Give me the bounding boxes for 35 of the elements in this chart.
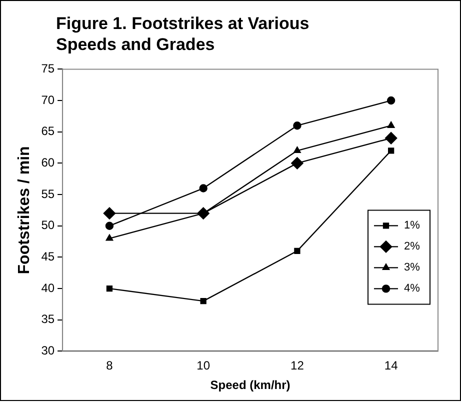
x-tick-label: 10	[196, 358, 210, 373]
y-tick-label: 65	[41, 124, 55, 138]
y-axis-title: Footstrikes / min	[16, 146, 34, 274]
point	[103, 207, 116, 220]
point	[200, 298, 206, 304]
point	[293, 122, 302, 130]
x-tick-label: 12	[290, 358, 304, 373]
point	[387, 122, 395, 128]
y-tick-label: 30	[41, 344, 55, 358]
y-tick-label: 50	[41, 218, 55, 232]
point	[291, 157, 304, 170]
point	[106, 234, 114, 241]
legend-label: 2%	[404, 240, 420, 253]
legend-label: 1%	[404, 220, 420, 232]
point	[386, 96, 396, 105]
point	[106, 285, 113, 292]
x-tick-label: 8	[106, 358, 114, 373]
y-tick-label: 45	[41, 250, 55, 264]
x-tick-label: 14	[384, 358, 398, 373]
point	[384, 132, 398, 144]
y-tick-label: 35	[41, 312, 55, 326]
point	[294, 146, 301, 154]
y-tick-label: 40	[41, 280, 55, 295]
chart-title: Figure 1. Footstrikes at Various Speeds and Grades	[56, 13, 310, 55]
point	[105, 222, 114, 230]
legend-label: 4%	[404, 282, 420, 295]
y-tick-label: 75	[41, 62, 55, 76]
point	[294, 248, 300, 254]
x-axis-title: Speed (km/hr)	[210, 378, 290, 392]
point	[199, 184, 208, 192]
point	[388, 148, 394, 154]
y-tick-label: 55	[41, 186, 55, 201]
y-tick-label: 60	[41, 156, 55, 170]
y-tick-label: 70	[41, 92, 55, 107]
legend-label: 3%	[404, 262, 420, 274]
